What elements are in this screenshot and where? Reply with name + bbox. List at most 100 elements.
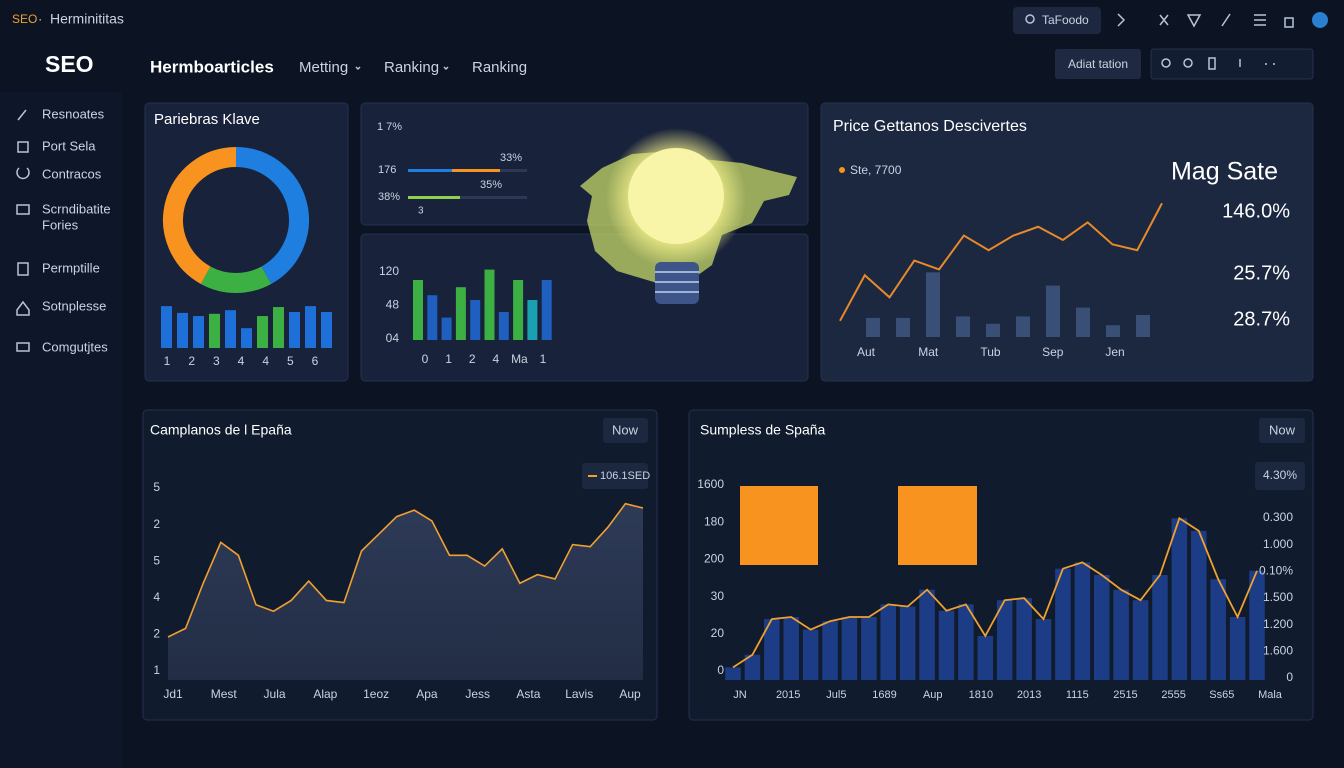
x-tick-label: Lavis [565, 687, 593, 701]
sidebar-item[interactable]: Permptille [42, 260, 100, 275]
panel [820, 102, 1314, 382]
bar [1093, 575, 1110, 680]
logo: SEO [45, 51, 94, 77]
search-icon [1025, 14, 1035, 24]
bar [1152, 575, 1168, 680]
x-tick-label: 2013 [1017, 689, 1041, 701]
bar [1076, 307, 1090, 337]
now-button[interactable] [1259, 418, 1305, 443]
sidebar-item[interactable]: Contracos [42, 166, 102, 181]
bar [1055, 568, 1071, 680]
search-label: TaFoodo [1042, 13, 1089, 27]
tool-icons [1161, 57, 1275, 70]
y-tick-label: 4 [153, 590, 160, 604]
bar [977, 635, 994, 680]
bar [725, 667, 741, 680]
bar [744, 654, 761, 680]
y-tick-label: 48 [386, 298, 400, 312]
bar [161, 306, 172, 348]
x-tick-label: 2555 [1161, 689, 1185, 701]
legend-label: Ste, 7700 [850, 163, 902, 177]
x-tick-label: Jula [264, 687, 286, 701]
bar [938, 610, 955, 680]
bar [289, 312, 300, 348]
area [168, 503, 643, 680]
bar [1016, 598, 1032, 680]
x-tick-label: Alap [313, 687, 337, 701]
x-tick-label: 1115 [1066, 689, 1089, 701]
bar [455, 287, 466, 340]
y-tick-label: 04 [386, 331, 400, 345]
x-tick-label: 3 [213, 354, 220, 368]
toolbar-icons[interactable] [1117, 12, 1328, 28]
y-tick-label: 1.000 [1263, 537, 1293, 551]
bar [1229, 617, 1246, 680]
bar [1191, 530, 1207, 680]
header-button-label: Adiat tation [1068, 57, 1128, 71]
search-button[interactable] [1013, 7, 1101, 34]
nav-item[interactable]: Ranking [472, 59, 527, 76]
nav-item[interactable]: Hermboarticles [150, 57, 274, 76]
stat: 1 7% [377, 121, 402, 133]
nav-item[interactable]: Metting [299, 59, 348, 76]
bar [321, 312, 332, 348]
sidebar-item[interactable]: Port Sela [42, 138, 96, 153]
row-note: 3 [418, 206, 424, 217]
x-tick-label: 2 [469, 352, 476, 366]
x-tick-label: 2 [188, 354, 195, 368]
nav-item[interactable]: Ranking [384, 59, 439, 76]
bar [484, 269, 495, 340]
bar [498, 312, 509, 340]
stat: 25.7% [1233, 262, 1290, 284]
bar [1106, 325, 1120, 337]
x-tick-label: 5 [287, 354, 294, 368]
bar [541, 280, 552, 340]
bar [866, 317, 880, 337]
y-tick-label: 30 [711, 589, 725, 603]
bar [273, 307, 284, 348]
bar [241, 328, 252, 348]
line [839, 202, 1163, 322]
x-tick-label: 6 [312, 354, 319, 368]
bar [996, 600, 1013, 680]
now-label: Now [1269, 422, 1296, 437]
x-tick-label: Jd1 [163, 687, 183, 701]
highlight [740, 486, 818, 565]
y-tick-label: 180 [704, 514, 724, 528]
sidebar-item[interactable]: Resnoates [42, 106, 105, 121]
row-value: 35% [480, 179, 502, 191]
stat: 28.7% [1233, 308, 1290, 330]
y-tick-label: 1 [153, 663, 160, 677]
y-tick-label: 120 [379, 264, 399, 278]
bulb-illustration [580, 128, 797, 304]
donut-segment [163, 147, 237, 284]
sidebar-item[interactable]: Fories [42, 217, 79, 232]
y-tick-label: 1600 [697, 477, 724, 491]
bar [956, 316, 970, 337]
y-tick-label: 0.10% [1259, 564, 1293, 578]
sidebar-item[interactable]: Sotnplesse [42, 298, 106, 313]
x-tick-label: Jess [465, 687, 490, 701]
bar [305, 306, 316, 348]
now-label: Now [612, 422, 639, 437]
sidebar-item[interactable]: Comgutjtes [42, 339, 108, 354]
panel-title: Pariebras Klave [154, 111, 260, 128]
bar [177, 312, 188, 348]
x-tick-label: JN [733, 689, 747, 701]
sidebar-item[interactable]: Scrndibatite [42, 201, 111, 216]
legend-dot [839, 167, 845, 173]
badge-label: 4.30% [1263, 468, 1297, 482]
app-name: Herminititas [50, 11, 124, 27]
chevrons [355, 66, 449, 71]
bar [427, 295, 438, 340]
tool-group[interactable] [1150, 48, 1314, 80]
x-tick-label: Aup [923, 689, 943, 701]
now-button[interactable] [603, 418, 648, 443]
x-tick-label: Jen [1105, 345, 1124, 359]
bar [919, 589, 935, 680]
header-button[interactable] [1055, 49, 1141, 79]
highlight [898, 486, 977, 565]
x-tick-label: 4 [262, 354, 269, 368]
x-tick-label: Asta [516, 687, 540, 701]
